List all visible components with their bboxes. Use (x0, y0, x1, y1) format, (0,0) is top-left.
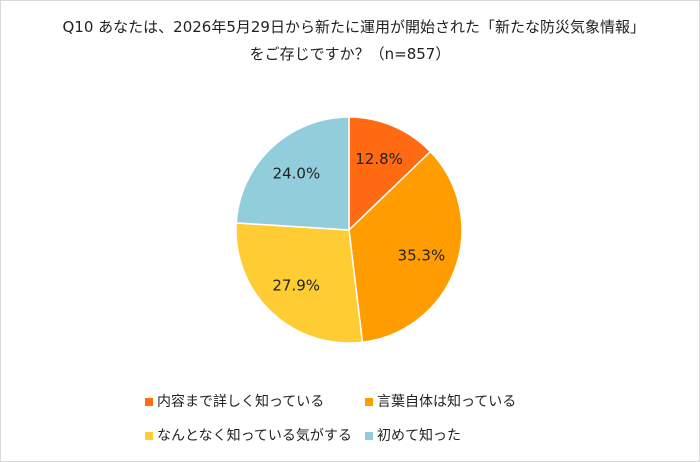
data-label: 27.9% (272, 276, 320, 294)
legend-swatch (145, 432, 153, 440)
pie-slice (348, 150, 463, 344)
data-label: 12.8% (355, 150, 403, 168)
legend-label: 言葉自体は知っている (377, 393, 516, 410)
legend-label: 内容まで詳しく知っている (157, 393, 324, 410)
pie-slice (235, 116, 350, 231)
legend-swatch (365, 432, 373, 440)
legend-label: 初めて知った (377, 427, 461, 444)
pie-slice (235, 222, 364, 344)
chart-title: Q10 あなたは、2026年5月29日から新たに運用が開始された「新たな防災気象… (62, 18, 638, 63)
data-label: 24.0% (273, 164, 321, 182)
legend-swatch (365, 398, 373, 406)
legend-label: なんとなく知っている気がする (157, 427, 352, 444)
legend-swatch (145, 398, 153, 406)
data-label: 35.3% (398, 246, 446, 264)
pie-slice (348, 116, 432, 232)
